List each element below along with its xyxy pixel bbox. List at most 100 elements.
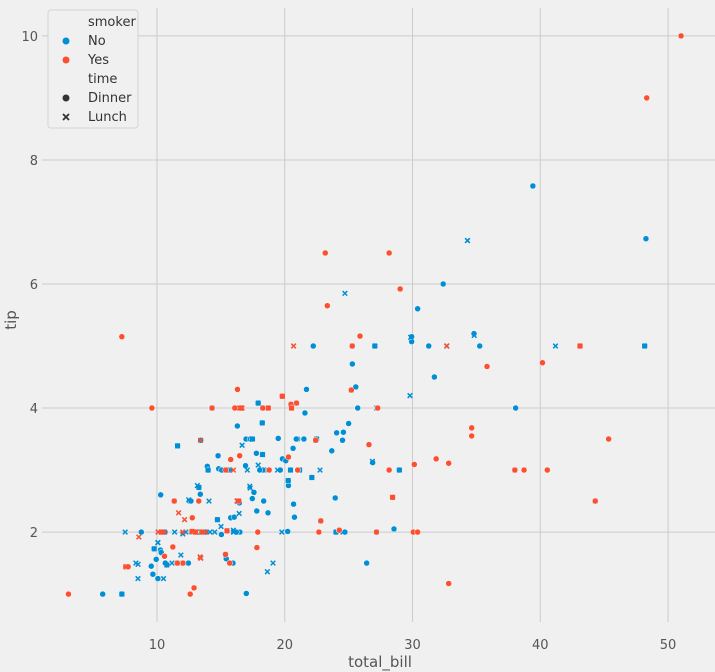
data-point — [265, 466, 273, 474]
data-point — [154, 575, 162, 582]
data-point — [244, 467, 251, 473]
data-point — [253, 544, 261, 551]
data-point — [471, 332, 478, 339]
data-point — [236, 510, 242, 517]
data-point — [356, 332, 364, 340]
data-point — [253, 507, 261, 515]
data-point — [230, 529, 237, 535]
data-point — [151, 545, 158, 552]
data-point — [411, 461, 418, 468]
data-point — [149, 570, 157, 578]
legend-no-label: No — [88, 34, 106, 49]
data-point — [365, 441, 373, 448]
data-point — [315, 528, 323, 536]
data-point — [119, 591, 125, 597]
data-point — [373, 528, 380, 536]
data-point — [336, 526, 343, 534]
data-point — [227, 456, 234, 463]
data-point — [309, 342, 317, 350]
data-point — [196, 484, 202, 491]
data-point — [270, 560, 276, 566]
data-point — [197, 490, 204, 498]
data-point — [352, 383, 360, 391]
data-point — [197, 437, 204, 444]
data-point — [290, 500, 297, 508]
data-point — [189, 514, 196, 522]
data-point — [179, 529, 186, 535]
data-point — [468, 432, 475, 440]
data-point — [147, 562, 155, 570]
data-points — [65, 32, 685, 598]
data-point — [249, 495, 256, 502]
data-point — [264, 509, 272, 517]
data-point — [385, 466, 393, 474]
data-point — [174, 559, 181, 567]
data-point — [414, 305, 421, 313]
data-point — [214, 452, 222, 460]
data-point — [235, 498, 242, 504]
data-point — [432, 455, 440, 463]
data-point — [190, 584, 198, 592]
data-point — [179, 531, 186, 537]
data-point — [529, 182, 537, 190]
data-point — [138, 528, 145, 536]
data-point — [175, 510, 182, 516]
data-point — [317, 517, 325, 525]
data-point — [169, 543, 177, 551]
data-point — [285, 453, 292, 461]
legend-dinner-marker — [62, 94, 70, 102]
data-point — [443, 343, 450, 349]
data-point — [155, 539, 161, 546]
data-point — [285, 477, 292, 484]
data-point — [206, 498, 212, 504]
data-point — [468, 424, 475, 432]
y-tick-label: 10 — [21, 30, 38, 45]
data-point — [99, 590, 106, 598]
data-point — [122, 563, 129, 570]
data-point — [250, 489, 258, 496]
data-point — [520, 466, 528, 474]
data-point — [234, 422, 241, 430]
data-point — [179, 559, 187, 567]
legend-no-marker — [62, 37, 70, 45]
data-point — [331, 494, 339, 502]
data-point — [207, 529, 213, 535]
data-point — [214, 516, 221, 523]
data-point — [396, 285, 404, 293]
data-point — [552, 343, 559, 349]
data-point — [312, 437, 319, 444]
legend-box — [47, 9, 139, 129]
data-point — [407, 392, 413, 399]
data-point — [226, 559, 233, 567]
data-point — [239, 442, 245, 449]
data-point — [161, 529, 168, 535]
data-point — [195, 497, 203, 505]
data-point — [293, 435, 300, 443]
data-point — [239, 405, 245, 411]
data-point — [148, 404, 156, 412]
data-point — [202, 529, 209, 535]
data-point — [65, 590, 72, 598]
data-point — [483, 363, 491, 370]
data-point — [174, 443, 181, 449]
data-point — [372, 343, 378, 349]
legend-lunch-label: Lunch — [88, 110, 127, 125]
data-point — [294, 466, 301, 474]
data-point — [431, 373, 438, 381]
data-point — [253, 450, 260, 457]
data-point — [288, 405, 295, 411]
data-point — [152, 556, 160, 563]
data-point — [544, 466, 551, 474]
legend-yes-marker — [62, 56, 70, 64]
data-point — [264, 568, 271, 575]
legend-yes-label: Yes — [87, 53, 109, 68]
data-point — [178, 552, 184, 558]
data-point — [348, 342, 356, 350]
data-point — [197, 554, 203, 560]
data-point — [340, 428, 347, 436]
data-point — [369, 458, 376, 465]
x-tick-label: 50 — [660, 638, 677, 653]
data-point — [445, 459, 452, 467]
data-point — [186, 590, 194, 598]
